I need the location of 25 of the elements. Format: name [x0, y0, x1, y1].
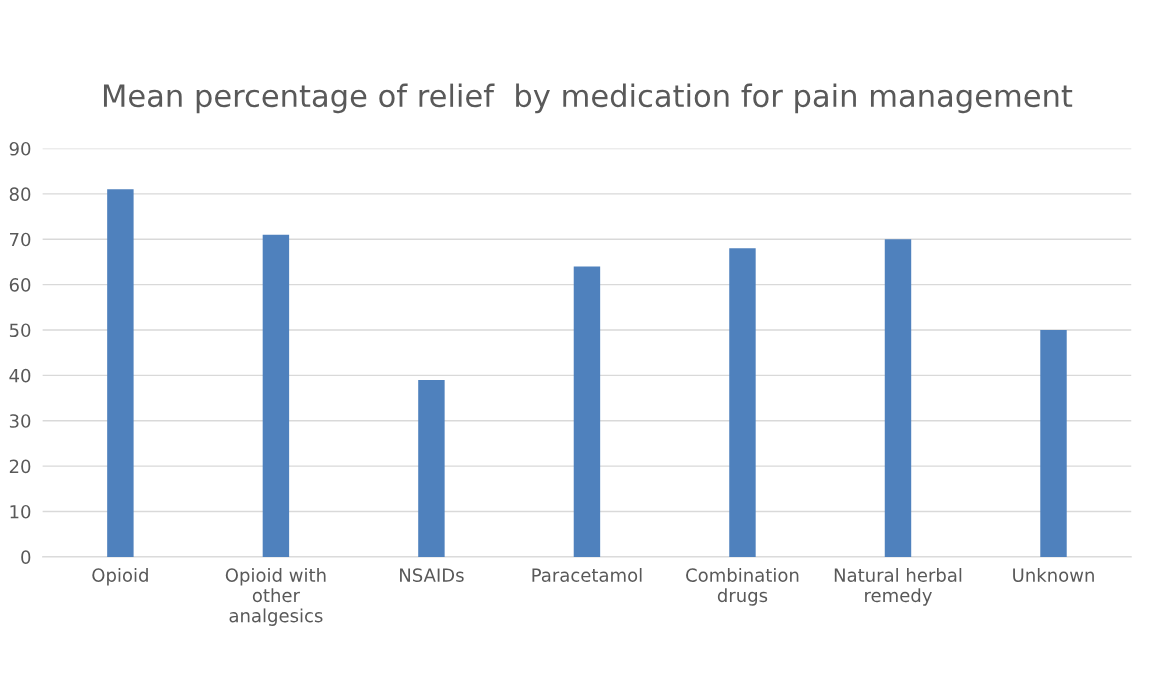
bar [262, 234, 290, 557]
x-tick-label: Opioid [92, 567, 148, 586]
y-tick-label: 50 [9, 323, 31, 338]
chart-title: Mean percentage of relief by medication for pain management [103, 83, 1073, 114]
bar [107, 189, 134, 557]
y-tick-label: 40 [9, 368, 31, 383]
x-tick-label: Unknown [1013, 567, 1094, 582]
bar [729, 248, 756, 557]
y-tick-label: 90 [9, 141, 31, 156]
bar [573, 266, 601, 557]
x-tick-label: Natural herbal remedy [834, 567, 962, 606]
bar [1040, 330, 1067, 557]
bar [884, 239, 912, 557]
bar [418, 379, 445, 557]
x-tick-label: Combination drugs [686, 567, 799, 606]
x-tick-label: NSAIDs [400, 568, 464, 582]
x-tick-label: Paracetamol [532, 567, 642, 582]
y-tick-label: 70 [10, 232, 31, 247]
x-tick-label: Opioid with other analgesics [225, 567, 326, 626]
y-tick-label: 30 [9, 414, 31, 428]
y-tick-label: 60 [9, 278, 31, 292]
y-tick-label: 10 [10, 504, 31, 519]
y-tick-label: 0 [21, 550, 31, 564]
y-tick-label: 80 [9, 187, 31, 201]
y-tick-label: 20 [9, 459, 31, 474]
